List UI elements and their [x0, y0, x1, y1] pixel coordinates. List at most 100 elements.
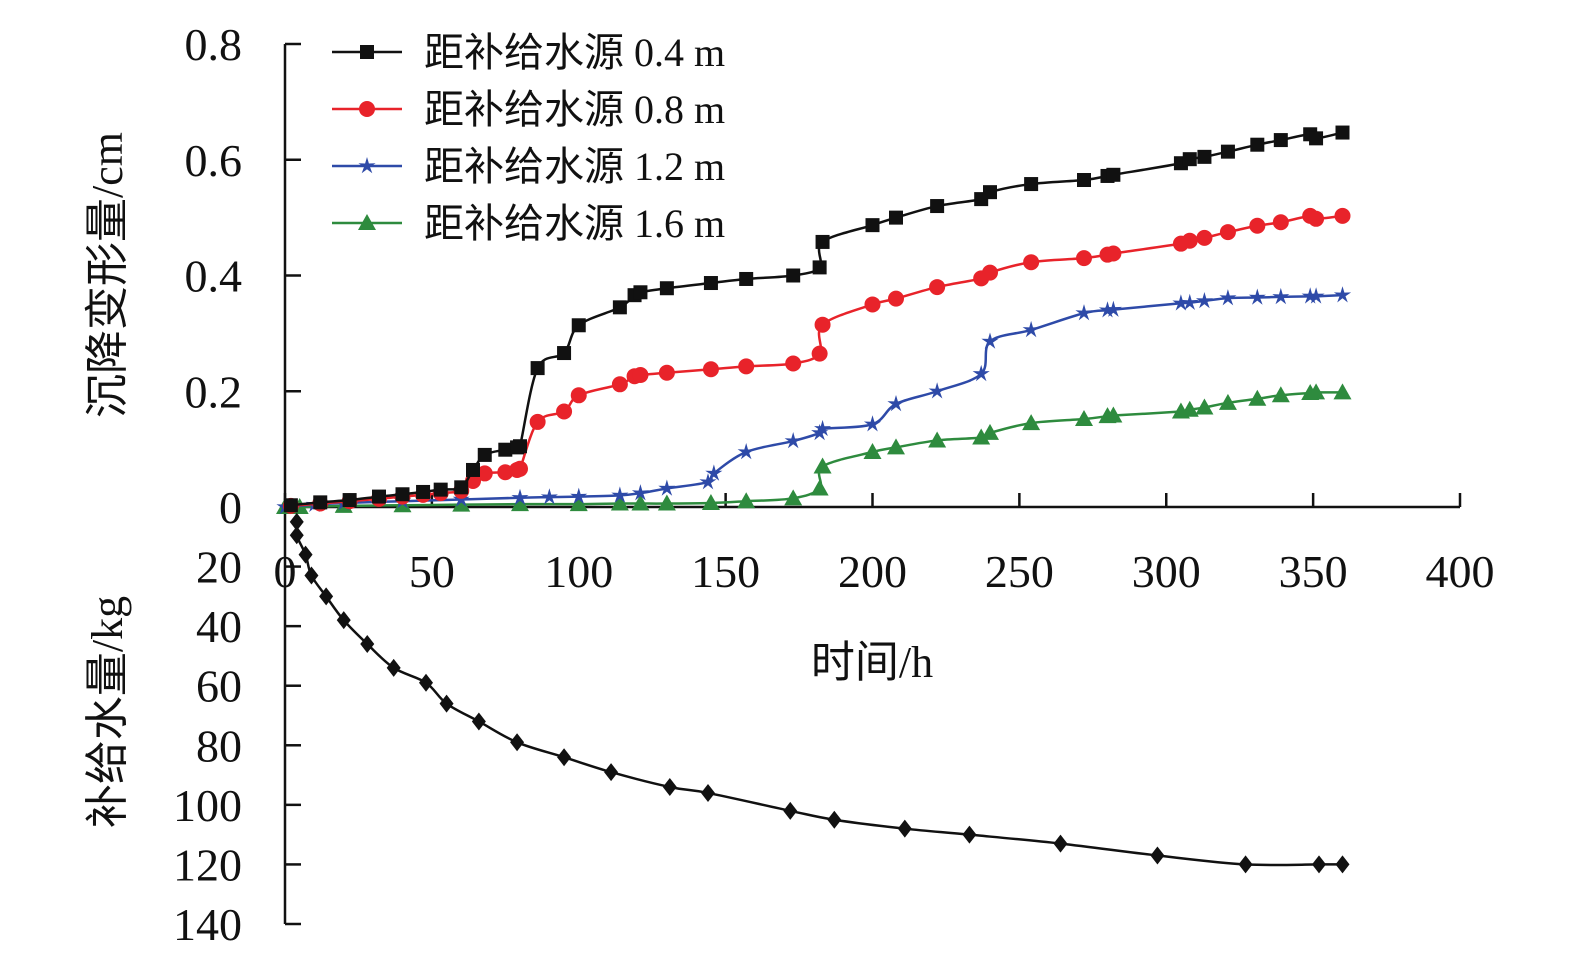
- triangle-marker: [1248, 389, 1267, 406]
- y-tick-label-top: 0.6: [185, 135, 243, 186]
- x-tick-label: 0: [274, 546, 297, 597]
- star-marker: [784, 432, 802, 449]
- y-tick-label-bottom: 120: [173, 839, 242, 890]
- triangle-marker: [657, 494, 676, 511]
- legend-label: 距补给水源 1.6 m: [424, 201, 725, 246]
- diamond-marker: [336, 611, 351, 630]
- circle-marker: [864, 296, 881, 313]
- recharge-series-0: [289, 512, 1350, 874]
- triangle-marker: [358, 214, 376, 230]
- circle-marker: [814, 316, 831, 333]
- square-marker: [612, 300, 627, 315]
- square-marker: [283, 498, 298, 513]
- legend-item: 距补给水源 0.4 m: [332, 30, 725, 75]
- y-tick-label-bottom: 80: [196, 720, 242, 771]
- star-marker: [928, 382, 946, 399]
- circle-marker: [929, 279, 946, 296]
- square-marker: [1197, 149, 1212, 164]
- y-tick-label-bottom: 40: [196, 601, 242, 652]
- circle-marker: [1334, 207, 1351, 224]
- x-tick-label: 50: [409, 546, 455, 597]
- star-marker: [887, 395, 905, 412]
- settlement-series-2: [276, 286, 1352, 515]
- triangle-marker: [631, 494, 650, 511]
- circle-marker: [1076, 250, 1092, 267]
- y-tick-label-bottom: 20: [196, 542, 242, 593]
- triangle-marker: [569, 495, 588, 512]
- triangle-marker: [452, 495, 471, 512]
- diamond-marker: [360, 635, 375, 654]
- x-tick-label: 350: [1279, 546, 1348, 597]
- legend-item: 距补给水源 0.8 m: [332, 87, 725, 132]
- y-tick-label-top: 0: [219, 482, 242, 533]
- diamond-marker: [289, 512, 304, 531]
- circle-marker: [702, 361, 719, 378]
- series-line: [284, 293, 1343, 509]
- square-marker: [477, 447, 492, 462]
- star-marker: [1301, 287, 1319, 304]
- axes: 0 50 100 150 200 250 300 350 400 0 0.2 0.4 0.6 0.8 20 4…: [173, 19, 1495, 950]
- x-axis-label: 时间/h: [811, 638, 933, 687]
- square-marker: [739, 271, 754, 286]
- settlement-series-0: [283, 125, 1350, 513]
- circle-marker: [1249, 217, 1266, 234]
- circle-marker: [611, 376, 628, 393]
- x-tick-label: 250: [985, 546, 1054, 597]
- square-marker: [466, 462, 480, 477]
- star-marker: [1104, 300, 1122, 317]
- circle-marker: [632, 367, 649, 384]
- triangle-marker: [1022, 414, 1041, 431]
- star-marker: [611, 486, 629, 503]
- square-marker: [416, 484, 431, 499]
- diamond-marker: [827, 810, 842, 829]
- star-marker: [972, 364, 990, 382]
- star-marker: [1172, 294, 1190, 311]
- triangle-marker: [887, 438, 905, 455]
- square-marker: [342, 493, 357, 508]
- square-marker: [372, 489, 386, 504]
- diamond-marker: [701, 783, 715, 802]
- settlement-series-3: [276, 383, 1352, 514]
- circle-marker: [570, 387, 587, 404]
- star-marker: [1098, 301, 1117, 318]
- diamond-marker: [386, 658, 401, 677]
- star-marker: [705, 464, 723, 481]
- triangle-marker: [784, 489, 803, 506]
- y-tick-label-bottom: 60: [196, 661, 242, 712]
- square-marker: [360, 45, 374, 59]
- diamond-marker: [304, 566, 319, 585]
- square-marker: [703, 276, 718, 291]
- square-marker: [1309, 131, 1324, 146]
- triangle-marker: [1104, 406, 1123, 423]
- square-marker: [557, 346, 572, 361]
- triangle-marker: [928, 431, 947, 448]
- square-marker: [395, 487, 410, 502]
- x-tick-label: 400: [1426, 546, 1495, 597]
- circle-marker: [1196, 229, 1213, 246]
- x-tick-label: 100: [544, 546, 613, 597]
- star-marker: [1195, 292, 1213, 309]
- circle-marker: [529, 413, 546, 430]
- square-marker: [1106, 167, 1121, 182]
- legend-label: 距补给水源 1.2 m: [424, 144, 725, 189]
- triangle-marker: [737, 492, 756, 509]
- star-marker: [863, 415, 882, 432]
- diamond-marker: [783, 801, 798, 820]
- legend-item: 距补给水源 1.6 m: [332, 201, 725, 246]
- square-marker: [530, 361, 545, 376]
- square-marker: [889, 210, 903, 225]
- diamond-marker: [662, 777, 677, 796]
- circle-marker: [476, 465, 493, 482]
- diamond-marker: [557, 748, 572, 767]
- x-tick-label: 150: [691, 546, 760, 597]
- triangle-marker: [1195, 398, 1214, 415]
- diamond-marker: [1312, 855, 1326, 874]
- circle-marker: [1181, 232, 1198, 249]
- diamond-marker: [471, 712, 486, 731]
- circle-marker: [888, 290, 904, 307]
- square-marker: [1220, 144, 1235, 159]
- square-marker: [1335, 125, 1350, 140]
- star-marker: [631, 484, 649, 501]
- star-marker: [1022, 320, 1040, 338]
- square-marker: [433, 482, 448, 497]
